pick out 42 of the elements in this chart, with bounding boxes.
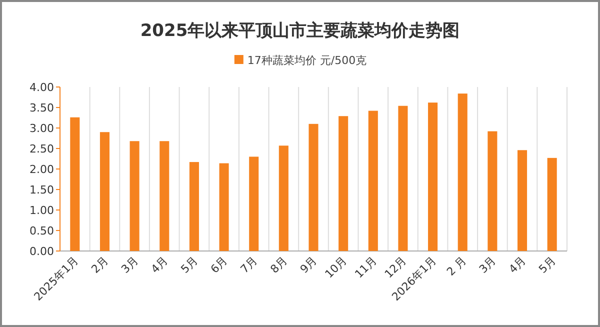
chart-title: 2025年以来平顶山市主要蔬菜均价走势图 bbox=[140, 21, 460, 41]
x-tick-label: 5月 bbox=[178, 254, 200, 276]
x-tick-label: 9月 bbox=[298, 254, 320, 276]
x-tick-label: 2 月 bbox=[444, 254, 469, 278]
x-tick-label: 8月 bbox=[268, 254, 290, 276]
bar bbox=[160, 141, 170, 251]
bar bbox=[249, 156, 259, 251]
y-tick-label: 2.00 bbox=[30, 163, 54, 176]
x-tick-label: 10月 bbox=[322, 254, 350, 281]
bar bbox=[368, 110, 378, 251]
bar bbox=[338, 116, 348, 251]
x-tick-label: 3月 bbox=[118, 254, 141, 276]
y-tick-label: 0.50 bbox=[30, 224, 54, 238]
bar bbox=[458, 94, 468, 251]
legend-label: 17种蔬菜均价 元/500克 bbox=[247, 54, 367, 67]
x-tick-label: 6月 bbox=[208, 254, 230, 276]
bar bbox=[428, 102, 438, 251]
bar bbox=[398, 106, 408, 251]
x-tick-label: 4月 bbox=[506, 254, 528, 276]
bar bbox=[517, 150, 528, 251]
bar bbox=[189, 162, 199, 251]
x-tick-label: 5月 bbox=[536, 254, 558, 276]
bar bbox=[278, 146, 288, 251]
x-tick-label: 3月 bbox=[476, 254, 499, 276]
y-tick-label: 4.00 bbox=[30, 81, 54, 94]
x-tick-label: 11月 bbox=[352, 254, 380, 281]
y-tick-label: 3.00 bbox=[30, 122, 54, 135]
bar bbox=[130, 141, 140, 251]
bar bbox=[488, 131, 498, 251]
x-tick-label: 7月 bbox=[238, 254, 260, 276]
bar bbox=[308, 124, 318, 251]
y-tick-label: 1.50 bbox=[30, 184, 54, 196]
x-tick-label: 4月 bbox=[148, 254, 171, 276]
bar bbox=[219, 163, 229, 251]
x-tick-label: 2月 bbox=[88, 254, 111, 276]
bar bbox=[547, 158, 557, 251]
y-tick-label: 2.50 bbox=[30, 142, 54, 156]
bar bbox=[100, 132, 110, 251]
y-tick-label: 0.00 bbox=[30, 245, 54, 258]
y-tick-label: 3.50 bbox=[30, 102, 54, 114]
y-tick-label: 1.00 bbox=[30, 204, 54, 217]
bar bbox=[70, 117, 80, 251]
